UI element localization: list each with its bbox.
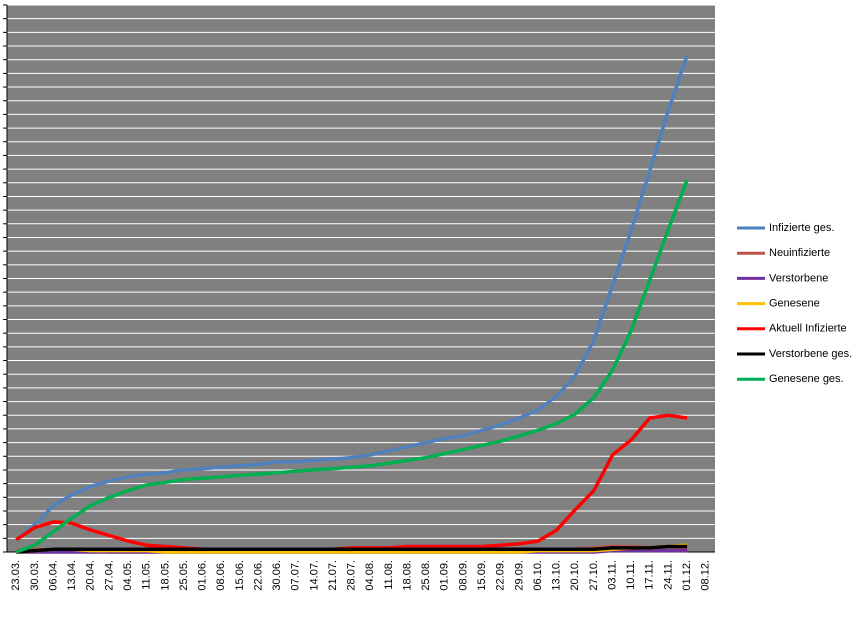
legend-label: Verstorbene ges. [769,348,852,360]
series-line [15,55,689,542]
legend-label: Infizierte ges. [769,222,834,234]
x-tick-label: 01.09. [439,560,451,591]
x-tick-label: 08.09. [457,560,469,591]
x-tick-label: 21.07. [327,560,339,591]
x-tick-label: 17.11. [644,560,656,590]
x-tick-label: 13.04. [66,560,78,591]
x-tick-label: 11.08. [383,560,395,590]
x-tick-label: 15.09. [476,560,488,591]
x-tick-label: 27.04. [103,560,115,591]
x-tick-label: 06.10. [532,560,544,591]
legend-label: Verstorbene [769,272,828,284]
x-tick-label: 22.09. [495,560,507,591]
series-line [15,179,689,554]
x-tick-label: 30.06. [271,560,283,591]
legend-label: Genesene ges. [769,373,844,385]
x-tick-label: 27.10. [588,560,600,591]
x-tick-label: 20.04. [85,560,97,591]
x-tick-label: 22.06. [252,560,264,591]
x-tick-label: 01.12. [681,560,693,591]
x-tick-label: 01.06. [197,560,209,591]
x-tick-label: 11.05. [141,560,153,590]
x-tick-label: 28.07. [346,560,358,591]
x-tick-label: 15.06. [234,560,246,591]
x-tick-label: 04.08. [364,560,376,591]
x-tick-label: 23.03. [10,560,22,591]
x-tick-label: 20.10. [569,560,581,591]
x-tick-label: 04.05. [122,560,134,591]
x-tick-label: 30.03. [29,560,41,591]
series-line [16,544,688,554]
x-tick-label: 06.04. [47,560,59,591]
x-tick-label: 25.08. [420,560,432,591]
x-tick-label: 08.12. [700,560,712,591]
x-tick-label: 29.09. [513,560,525,591]
x-tick-label: 25.05. [178,560,190,591]
x-tick-label: 18.08. [401,560,413,591]
x-tick-label: 07.07. [290,560,302,591]
x-tick-label: 08.06. [215,560,227,591]
legend-label: Aktuell Infizierte [769,323,847,335]
legend-label: Genesene [769,298,820,310]
x-tick-label: 14.07. [308,560,320,591]
x-tick-label: 13.10. [551,560,563,591]
x-tick-label: 18.05. [159,560,171,591]
x-tick-label: 03.11. [606,560,618,590]
x-tick-label: 24.11. [662,560,674,590]
x-tick-label: 10.11. [625,560,637,590]
legend-label: Neuinfizierte [769,247,830,259]
